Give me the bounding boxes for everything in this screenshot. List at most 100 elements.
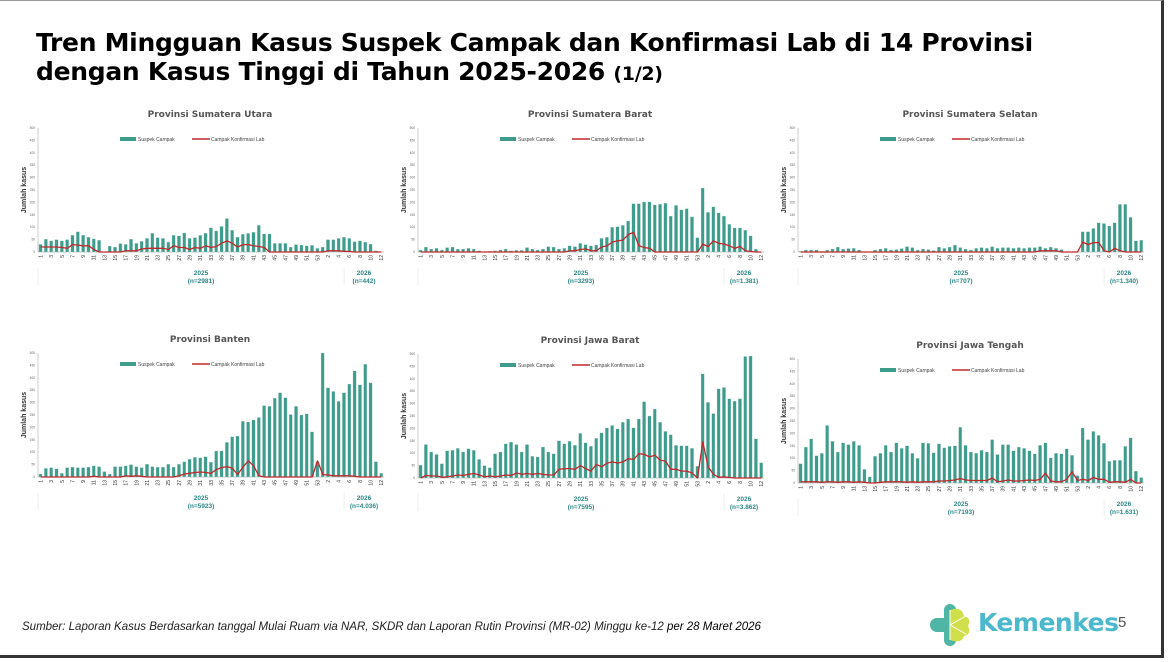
bar-suspek [836,451,840,484]
x-tick-label: 4 [1097,486,1103,489]
line-konfirmasi [800,241,1142,253]
x-tick-label: 8 [1118,486,1124,489]
x-tick-label: 49 [1054,486,1060,492]
x-tick-label: 33 [589,481,595,487]
x-tick-label: 47 [663,481,669,487]
x-tick-label: 19 [894,486,900,492]
y-tick-label: 150 [30,438,36,442]
y-tick-label: 100 [30,225,36,229]
bar-suspek [953,445,957,484]
bar-suspek [450,246,455,253]
y-tick-label: 150 [30,213,36,217]
y-tick-label: 350 [790,163,796,167]
x-tick-label: 41 [631,255,637,261]
year-label-2025: 2025 [954,270,969,277]
bar-suspek [743,230,748,253]
bar-suspek [1001,444,1005,484]
y-tick-label: 200 [410,200,416,204]
x-tick-label: 27 [937,486,943,492]
bar-suspek [326,239,330,253]
year-n-2026: (n=442) [353,278,376,285]
bar-suspek [262,405,266,478]
x-tick-label: 1 [418,481,424,484]
y-axis-label: Jumlah kasus [401,393,408,439]
x-tick-label: 23 [536,481,542,487]
y-tick-label: 300 [790,176,796,180]
bar-suspek [155,237,160,253]
bar-suspek [1054,453,1058,484]
bar-suspek [278,243,282,253]
x-tick-label: 39 [621,255,627,261]
x-tick-label: 27 [177,480,183,486]
x-tick-label: 8 [738,255,744,258]
bar-suspek [1016,247,1021,253]
bar-suspek [134,466,139,478]
year-n-2025: (n=707) [950,278,973,285]
bar-suspek [424,444,428,479]
bar-suspek [931,452,936,484]
bar-suspek [230,230,234,253]
y-tick-label: 250 [790,188,796,192]
bar-suspek [1048,457,1053,484]
x-tick-label: 13 [102,255,108,261]
year-n-2026: (n=3.862) [730,504,758,511]
x-tick-label: 19 [514,481,520,487]
bar-suspek [145,238,149,253]
x-tick-label: 12 [379,480,385,486]
x-tick-label: 3 [809,486,815,489]
bar-suspek [113,466,117,478]
bar-suspek [567,441,572,479]
x-tick-label: 31 [578,481,584,487]
bar-suspek [241,233,245,253]
bar-suspek [235,236,240,253]
bar-suspek [1086,439,1090,484]
x-tick-label: 35 [979,486,985,492]
x-tick-label: 19 [894,255,900,261]
bar-suspek [668,434,673,479]
bar-suspek [304,413,309,478]
bar-suspek [487,467,492,479]
bar-suspek [1006,444,1010,484]
bar-suspek [1064,448,1069,484]
x-tick-label: 29 [188,480,194,486]
x-tick-label: 45 [653,255,659,261]
x-tick-label: 17 [124,255,130,261]
bar-suspek [557,440,561,479]
y-tick-label: 0 [33,250,35,254]
bar-suspek [44,468,48,478]
y-tick-label: 350 [30,388,36,392]
chart-title: Provinsi Jawa Barat [541,336,641,346]
bar-suspek [610,227,614,253]
x-tick-label: 19 [134,255,140,261]
y-tick-label: 250 [790,419,796,423]
legend-label-konfirmasi: Campak Konfirmasi Lab [211,137,265,143]
x-tick-label: 29 [568,481,574,487]
bar-suspek [727,398,732,479]
x-tick-label: 23 [916,255,922,261]
bar-suspek [684,445,689,479]
bar-suspek [990,439,994,484]
bar-suspek [1038,246,1042,253]
y-tick-label: 100 [790,456,796,460]
y-tick-label: 250 [30,413,36,417]
bar-suspek [267,233,272,253]
bar-suspek [589,446,593,479]
y-tick-label: 500 [790,357,796,361]
legend-swatch-suspek [120,362,136,366]
line-konfirmasi [800,471,1142,484]
bar-suspek [947,446,952,484]
x-tick-label: 23 [536,255,542,261]
bar-suspek [299,244,304,253]
bar-suspek [1070,455,1074,484]
legend-label-suspek: Suspek Campak [138,137,175,143]
x-tick-label: 25 [546,481,552,487]
bar-suspek [573,445,577,479]
y-tick-label: 0 [793,250,795,254]
bar-suspek [214,230,219,253]
x-tick-label: 11 [852,486,858,491]
bar-suspek [684,208,689,253]
chart-sumatera-utara: Provinsi Sumatera Utara Suspek Campak Camp… [21,110,385,285]
bar-suspek [615,428,620,479]
x-tick-label: 8 [358,480,364,483]
y-tick-label: 150 [790,444,796,448]
